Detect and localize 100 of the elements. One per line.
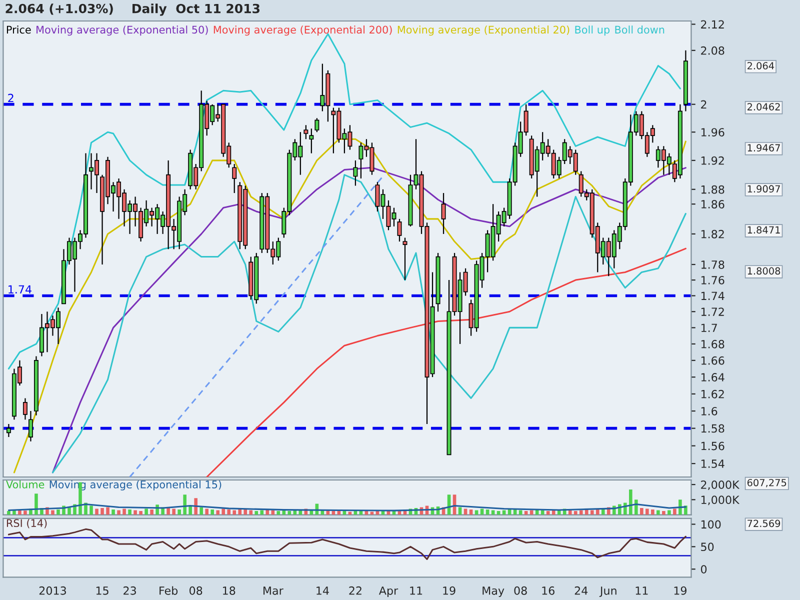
y-tick-label: 1.78 xyxy=(701,260,724,269)
candlestick xyxy=(28,410,33,442)
x-tick-label: 08 xyxy=(190,586,202,595)
x-tick-label: 16 xyxy=(542,586,554,595)
bar xyxy=(139,511,142,515)
x-tick-label: 19 xyxy=(674,586,686,595)
bar xyxy=(106,507,110,515)
bar xyxy=(640,508,644,515)
bar xyxy=(210,510,214,515)
x-tick-label: 15 xyxy=(96,586,108,595)
y-tick-label: 1.86 xyxy=(701,200,724,208)
bar xyxy=(51,510,54,515)
bar xyxy=(117,510,120,515)
bar xyxy=(200,507,203,515)
bar xyxy=(68,507,71,515)
y-tick-label: 1.74 xyxy=(701,292,724,300)
bar xyxy=(656,510,660,515)
text: Moving average (Exponential 20) xyxy=(398,26,570,36)
candlestick xyxy=(6,423,11,438)
bar xyxy=(266,510,270,515)
text: Moving average (Exponential 50) xyxy=(36,26,208,36)
bar xyxy=(100,508,104,515)
y-tick-label: 1.64 xyxy=(701,373,724,382)
y-tick-label: 1.82 xyxy=(701,230,724,238)
x-tick-label: 2013 xyxy=(39,586,66,595)
y-tick-label: 1.54 xyxy=(701,460,724,468)
bar xyxy=(194,498,198,515)
y-tick-label: 1.92 xyxy=(701,156,724,165)
x-tick-label: 22 xyxy=(349,586,362,595)
candlestick xyxy=(441,192,446,234)
bar xyxy=(249,510,253,515)
bar xyxy=(112,510,115,515)
bar xyxy=(56,510,60,515)
bar xyxy=(244,510,248,515)
text: 2.0462 xyxy=(747,103,780,110)
x-tick-label: 14 xyxy=(316,586,329,595)
bar xyxy=(480,508,484,515)
y-tick-label: 1.6 xyxy=(701,406,718,416)
candlestick xyxy=(232,163,237,194)
x-tick-label: Mar xyxy=(264,586,284,595)
bar xyxy=(678,500,682,515)
y-tick-label: 1,000K xyxy=(701,496,740,506)
candlestick xyxy=(402,237,408,281)
y-tick-label: 1.56 xyxy=(701,442,724,450)
bar xyxy=(271,510,275,515)
y-tick-label: 100 xyxy=(701,520,721,529)
bar xyxy=(574,511,578,515)
bar xyxy=(232,510,236,515)
bar xyxy=(34,494,38,515)
text: 1.8471 xyxy=(748,226,780,234)
bar xyxy=(144,508,148,515)
y-tick-label: 1.66 xyxy=(701,356,724,365)
bar xyxy=(668,510,671,515)
y-tick-label: 2.12 xyxy=(701,20,724,28)
candlestick xyxy=(314,118,320,133)
bar xyxy=(646,508,649,515)
bar xyxy=(276,511,280,515)
bar xyxy=(150,510,154,515)
series-label: Volume xyxy=(6,480,44,488)
y-tick-label: 1.96 xyxy=(701,128,724,136)
bar xyxy=(134,510,137,515)
bar xyxy=(24,510,27,515)
text: 72.569 xyxy=(748,520,780,528)
bar xyxy=(216,510,220,515)
candlestick xyxy=(22,398,28,420)
ref-line-label: 2 xyxy=(8,94,14,102)
x-tick-label: 11 xyxy=(636,586,648,595)
x-tick-label: 08 xyxy=(514,586,527,595)
bar xyxy=(122,508,126,515)
x-tick-label: 19 xyxy=(443,586,456,595)
y-tick-label: 2 xyxy=(701,100,706,109)
bar xyxy=(128,510,132,515)
bar xyxy=(629,490,632,515)
bar xyxy=(584,510,588,515)
text: 607,275 xyxy=(747,478,786,488)
y-tick-label: 1.7 xyxy=(701,324,717,332)
candlestick xyxy=(397,218,402,242)
bar xyxy=(205,508,208,515)
y-tick-label: 1.76 xyxy=(701,276,724,284)
ref-line-label: 1.74 xyxy=(8,285,32,294)
text: 1.8008 xyxy=(748,267,780,275)
y-tick-label: 1.68 xyxy=(701,340,724,348)
y-tick-label: 1.88 xyxy=(701,185,724,194)
text: Price xyxy=(6,26,31,34)
y-tick-label: 1.72 xyxy=(701,308,724,316)
y-tick-label: 50 xyxy=(701,542,714,552)
line-series xyxy=(8,528,686,560)
bar xyxy=(90,506,93,515)
y-tick-label: 2.08 xyxy=(701,46,724,55)
bar xyxy=(651,510,654,515)
x-tick-label: Jun xyxy=(599,586,616,597)
bar xyxy=(178,510,181,515)
bar xyxy=(95,508,98,515)
text: Boll up xyxy=(575,26,610,36)
bar xyxy=(590,510,594,515)
y-tick-label: 2,000K xyxy=(701,480,740,490)
bar xyxy=(458,507,462,515)
candlestick xyxy=(304,124,308,140)
bar xyxy=(172,508,176,515)
x-tick-label: 18 xyxy=(223,586,236,595)
